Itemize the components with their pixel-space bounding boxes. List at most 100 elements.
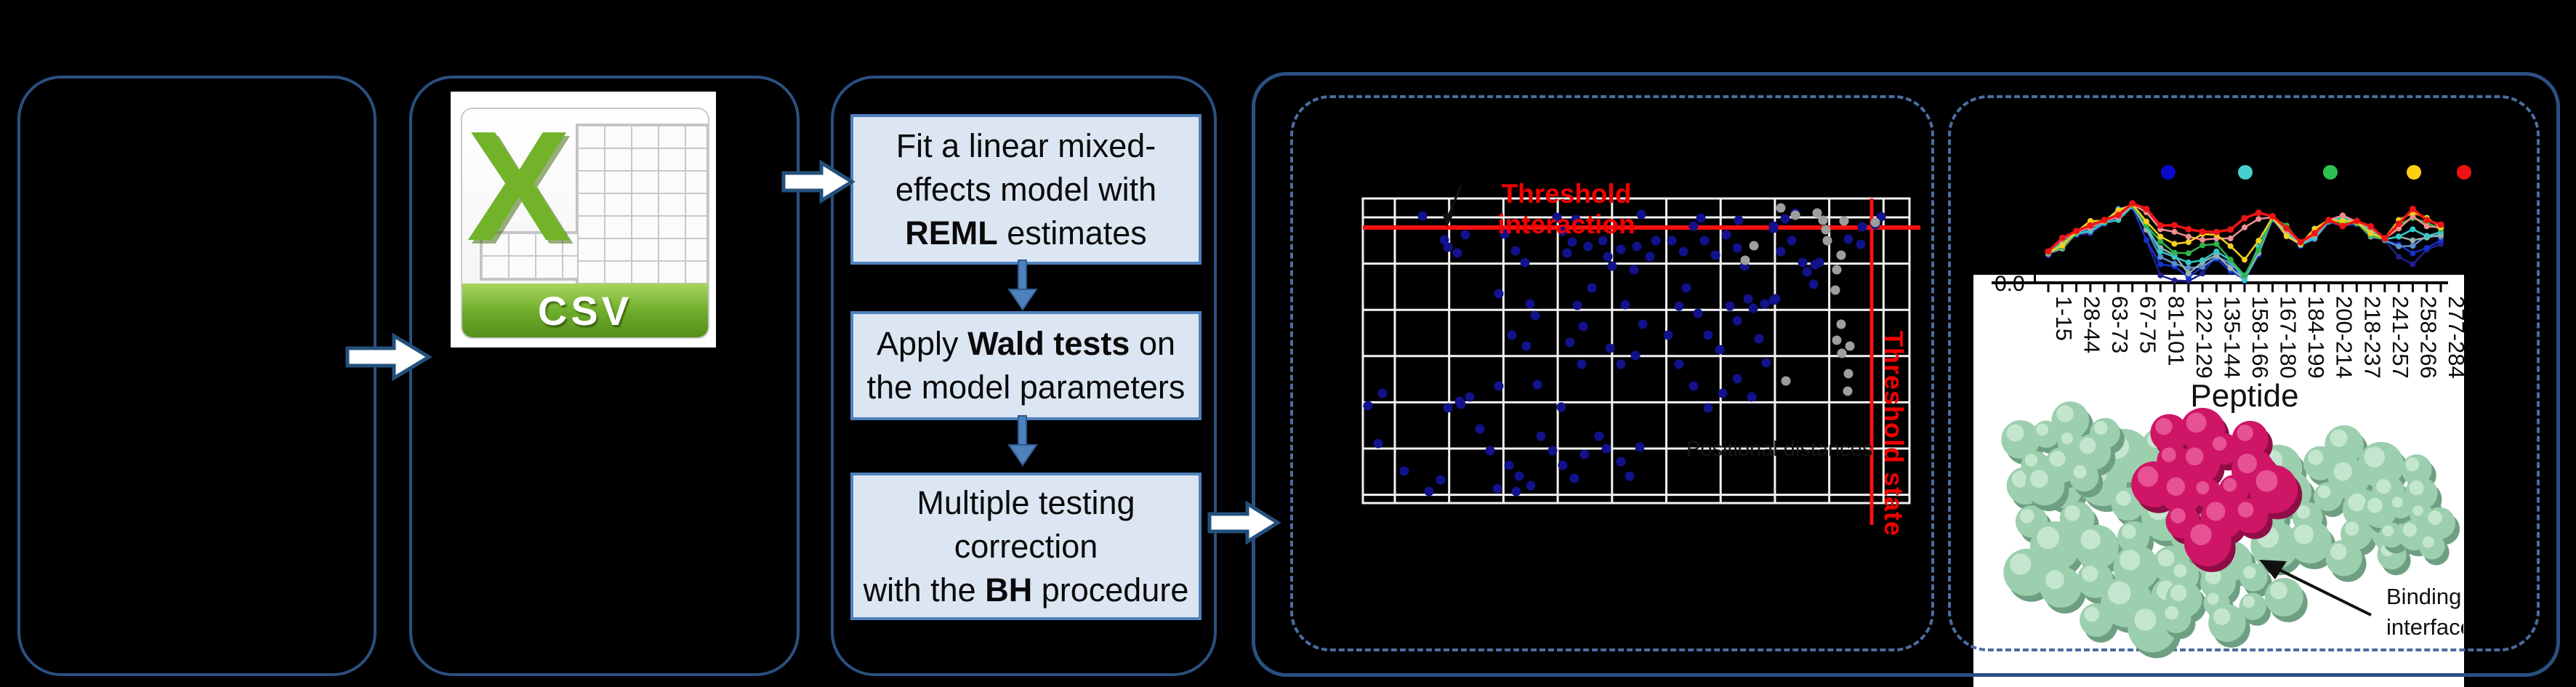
deuterium-uptake-line-chart: 0.0 1-15 28-44 63-73 67-75 81-101 122-129 135-1… — [1992, 165, 2471, 379]
scatter-point — [1718, 388, 1728, 398]
peptide-tick-label: 28-44 — [2080, 296, 2105, 353]
scatter-point — [1754, 334, 1764, 344]
scatter-point — [1511, 486, 1521, 497]
scatter-point — [1843, 234, 1853, 244]
scatter-point — [1761, 358, 1771, 368]
flow-step-line: the model parameters — [866, 369, 1186, 406]
scatter-point — [1558, 226, 1568, 236]
csv-banner-label: CSV — [462, 284, 708, 337]
scatter-point — [1579, 449, 1590, 459]
scatter-point — [1616, 457, 1626, 467]
scatter-point — [1699, 236, 1710, 246]
scatter-point — [1507, 330, 1517, 340]
flow-step-line: Fit a linear mixed- — [895, 126, 1156, 164]
scatter-point — [1856, 239, 1866, 249]
peptide-tick-label: 158-166 — [2247, 296, 2273, 379]
scatter-point-nonsig — [1822, 236, 1832, 246]
scatter-point-nonsig — [1843, 386, 1853, 396]
scatter-point — [1399, 466, 1409, 476]
scatter-point — [1417, 211, 1428, 221]
spreadsheet-grid — [576, 124, 708, 284]
scatter-point — [1598, 236, 1608, 246]
scatter-point — [1620, 300, 1630, 310]
scatter-point — [1363, 401, 1373, 411]
binding-interface-arrow — [2259, 560, 2372, 616]
legend-dot — [2457, 165, 2471, 180]
scatter-point-nonsig — [1843, 369, 1853, 379]
legend-dot — [2323, 165, 2338, 180]
scatter-point — [1605, 343, 1615, 353]
scatter-point — [1689, 221, 1699, 231]
scatter-point — [1771, 294, 1781, 304]
uptake-line-yellow — [2048, 203, 2442, 261]
flow-step-line: Multiple testing — [917, 483, 1135, 521]
csv-image: X CSV — [451, 92, 716, 347]
scatter-point — [1577, 359, 1587, 369]
spreadsheet-grid-small — [480, 231, 579, 281]
scatter-point — [1603, 252, 1613, 262]
scatter-point — [1532, 379, 1542, 390]
scatter-point — [1377, 388, 1388, 398]
scatter-point — [1674, 359, 1684, 369]
scatter-point-nonsig — [1832, 265, 1842, 275]
binding-line-1: Binding — [2386, 584, 2462, 609]
flow-step-bh: Multiple testing correction with the BH pr… — [850, 473, 1202, 620]
scatter-point — [1808, 279, 1819, 289]
scatter-point — [1520, 257, 1530, 268]
scatter-point — [1703, 330, 1713, 340]
faint-axis-label: Positional distances — [1686, 438, 1873, 461]
scatter-point — [1530, 310, 1540, 321]
peptide-tick-label: 258-266 — [2415, 296, 2441, 379]
scatter-point — [1667, 236, 1677, 246]
scatter-point — [1607, 261, 1617, 271]
flow-step-line: Apply Wald tests on — [876, 325, 1175, 362]
panel-results-outer — [1252, 72, 2560, 677]
scatter-point-nonsig — [1818, 215, 1828, 225]
binding-interface-label: Binding interface — [2386, 582, 2463, 643]
arrow-input-to-csv — [345, 332, 432, 382]
scatter-point — [1556, 402, 1566, 412]
scatter-title: Threshold interaction — [1497, 179, 1635, 239]
scatter-point — [1424, 486, 1434, 497]
scatter-point-nonsig — [1870, 217, 1880, 228]
scatter-point — [1583, 241, 1593, 252]
scatter-point-nonsig — [1830, 285, 1840, 295]
legend-dot — [2161, 165, 2175, 180]
scatter-point — [1526, 481, 1536, 491]
panel-scatter-dashed — [1290, 95, 1934, 651]
scatter-point — [1443, 403, 1453, 413]
scatter-point — [1536, 431, 1546, 441]
scatter-point-nonsig — [1812, 208, 1822, 218]
threshold-state-label: Threshold state — [1879, 331, 1909, 537]
scatter-point — [1601, 443, 1611, 454]
peptide-tick-label: 241-257 — [2388, 296, 2413, 379]
peptide-tick-label: 135-144 — [2219, 296, 2245, 379]
scatter-point-nonsig — [1790, 210, 1800, 220]
volcano-scatter-plot — [1361, 185, 1920, 525]
scatter-point-nonsig — [1839, 216, 1849, 226]
legend-dot — [2407, 165, 2421, 180]
scatter-point-nonsig — [1740, 255, 1750, 265]
scatter-point — [1494, 289, 1504, 299]
legend-dot — [2238, 165, 2253, 180]
scatter-point — [1710, 250, 1720, 260]
scatter-point — [1721, 230, 1731, 240]
scatter-point — [1452, 248, 1462, 258]
scatter-point — [1780, 214, 1790, 224]
scatter-point — [1760, 299, 1770, 309]
peptide-tick-label: 200-214 — [2332, 296, 2357, 379]
scatter-point — [1616, 359, 1626, 369]
flow-step-line: REML estimates — [905, 214, 1147, 252]
peptide-tick-label: 63-73 — [2107, 296, 2133, 353]
scatter-point — [1572, 300, 1582, 310]
scatter-point — [1776, 246, 1786, 257]
scatter-point — [1743, 294, 1753, 304]
scatter-point — [1645, 252, 1655, 262]
scatter-point — [1630, 350, 1641, 361]
scatter-point-nonsig — [1837, 348, 1847, 358]
scatter-point — [1510, 246, 1521, 256]
scatter-point — [1638, 319, 1648, 329]
scatter-point — [1558, 460, 1568, 470]
